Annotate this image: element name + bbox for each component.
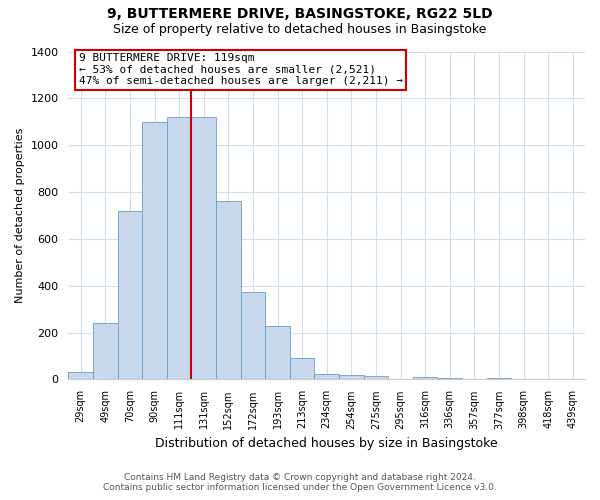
Bar [167,117,191,380]
Bar [68,372,93,380]
Bar [487,378,511,380]
Bar [191,117,216,380]
Bar [339,375,364,380]
Bar [413,377,437,380]
Bar [216,202,241,380]
Bar [314,374,339,380]
X-axis label: Distribution of detached houses by size in Basingstoke: Distribution of detached houses by size … [155,437,498,450]
Bar [364,376,388,380]
Bar [142,122,167,380]
Text: Contains HM Land Registry data © Crown copyright and database right 2024.
Contai: Contains HM Land Registry data © Crown c… [103,473,497,492]
Text: 9 BUTTERMERE DRIVE: 119sqm
← 53% of detached houses are smaller (2,521)
47% of s: 9 BUTTERMERE DRIVE: 119sqm ← 53% of deta… [79,53,403,86]
Bar [118,211,142,380]
Bar [241,292,265,380]
Text: Size of property relative to detached houses in Basingstoke: Size of property relative to detached ho… [113,22,487,36]
Bar [93,323,118,380]
Bar [290,358,314,380]
Text: 9, BUTTERMERE DRIVE, BASINGSTOKE, RG22 5LD: 9, BUTTERMERE DRIVE, BASINGSTOKE, RG22 5… [107,8,493,22]
Bar [265,326,290,380]
Bar [437,378,462,380]
Y-axis label: Number of detached properties: Number of detached properties [15,128,25,303]
